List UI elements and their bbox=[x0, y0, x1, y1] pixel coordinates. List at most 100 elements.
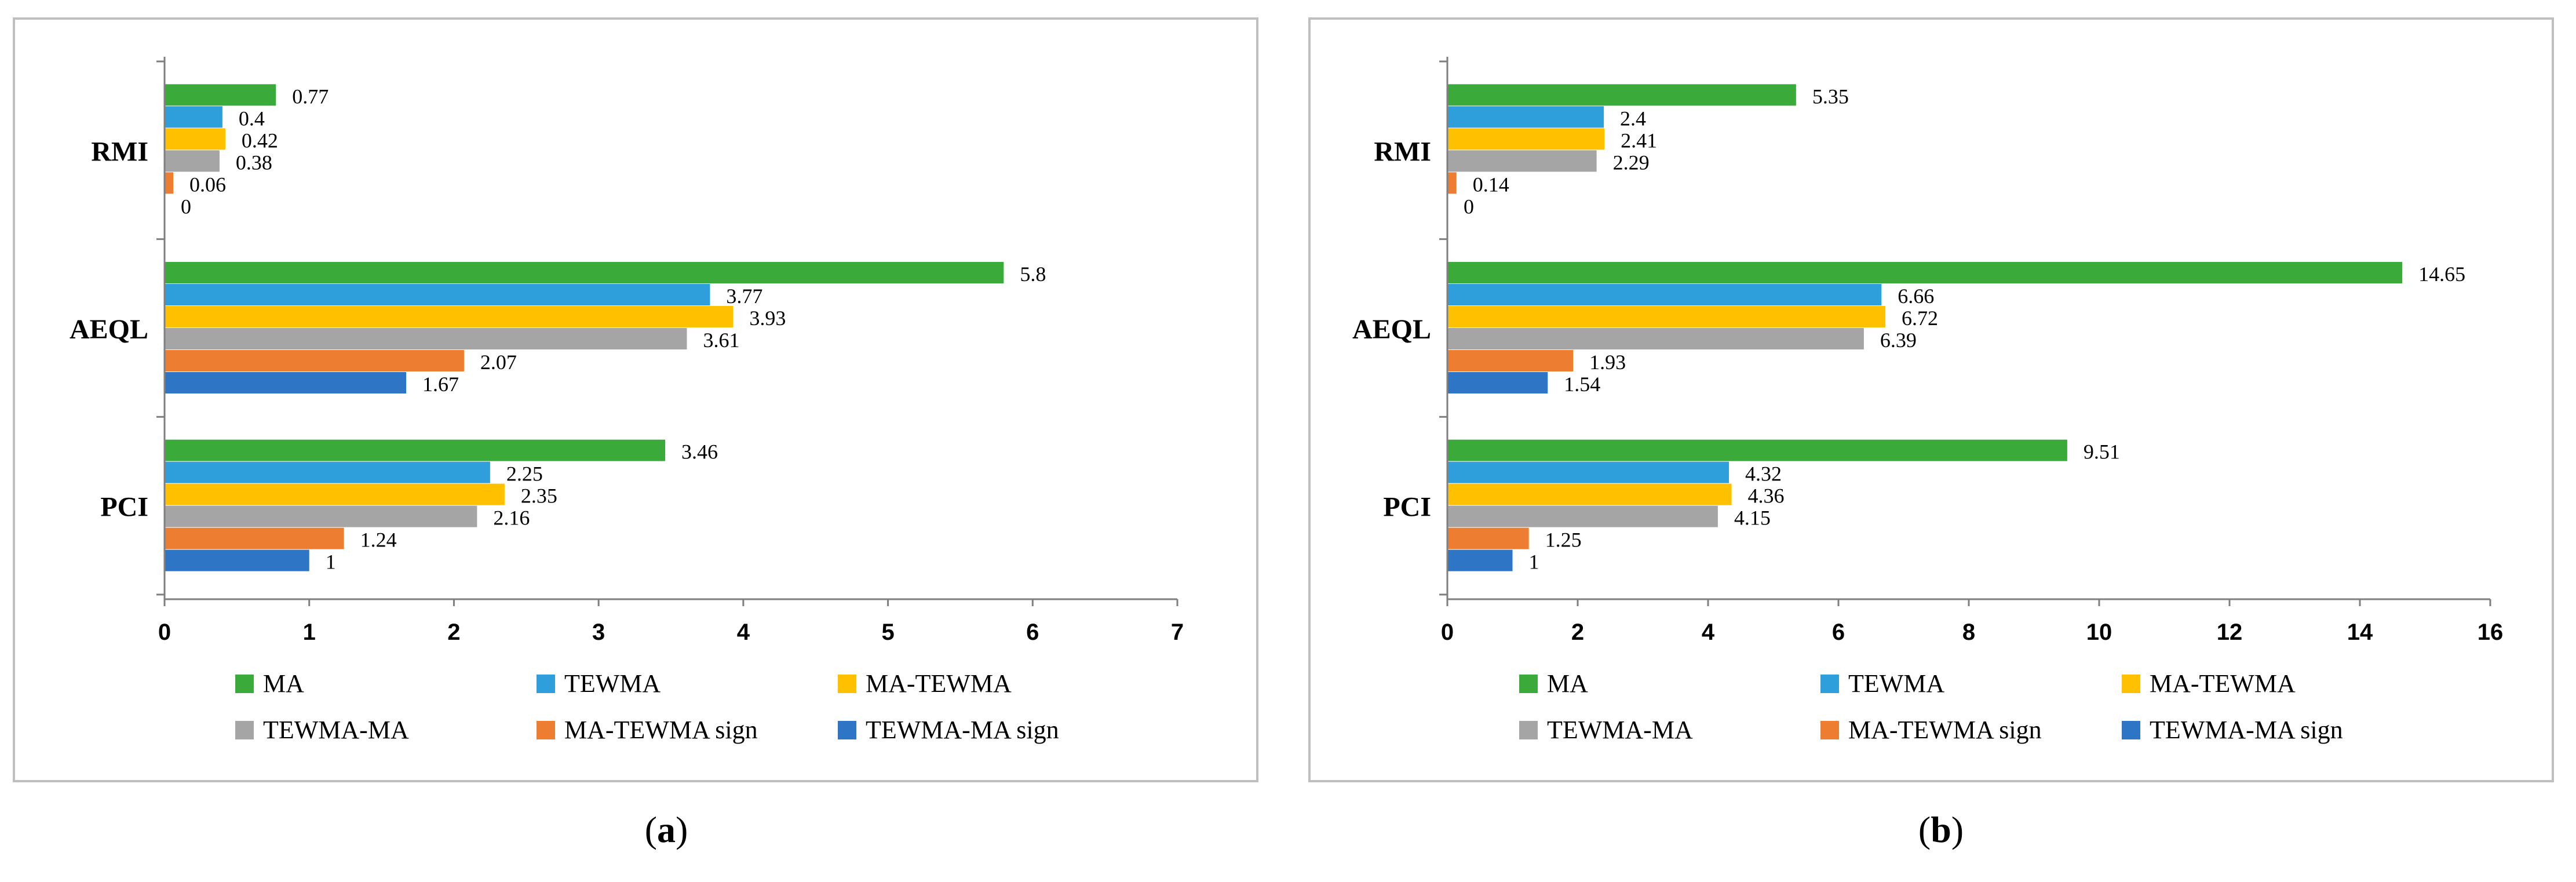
bar-chart-a: 0.770.40.420.380.060RMI5.83.773.933.612.… bbox=[70, 57, 1184, 744]
value-label: 5.35 bbox=[1812, 85, 1849, 108]
x-tick-label: 2 bbox=[1571, 619, 1584, 645]
bar-aeql-tewma bbox=[1447, 284, 1882, 305]
bar-pci-tewma bbox=[1447, 461, 1729, 483]
value-label: 3.93 bbox=[749, 307, 786, 330]
bar-pci-ma bbox=[1447, 439, 2067, 461]
x-tick-label: 2 bbox=[447, 619, 460, 645]
value-label: 3.46 bbox=[681, 440, 718, 464]
bar-rmi-tewma-ma bbox=[165, 150, 220, 172]
x-tick-label: 16 bbox=[2478, 619, 2504, 645]
bar-pci-ma-tewma bbox=[1447, 483, 1732, 505]
legend-label: MA bbox=[1547, 669, 1588, 698]
bar-aeql-ma-tewma bbox=[1447, 306, 1885, 327]
value-label: 3.77 bbox=[726, 285, 762, 308]
x-tick-label: 4 bbox=[737, 619, 750, 645]
bar-aeql-ma-tewma-sign bbox=[165, 350, 464, 371]
legend-swatch-tewma-ma-sign bbox=[2122, 721, 2140, 739]
bar-rmi-ma-tewma bbox=[1447, 128, 1605, 150]
bar-aeql-ma bbox=[1447, 262, 2403, 283]
x-tick-label: 6 bbox=[1026, 619, 1039, 645]
value-label: 6.39 bbox=[1880, 329, 1917, 352]
x-tick-label: 0 bbox=[158, 619, 171, 645]
bar-pci-tewma-ma bbox=[1447, 505, 1718, 527]
legend-label: TEWMA-MA sign bbox=[866, 716, 1059, 744]
x-tick-label: 10 bbox=[2086, 619, 2112, 645]
value-label: 2.25 bbox=[506, 462, 543, 486]
x-tick-label: 12 bbox=[2217, 619, 2243, 645]
bar-rmi-ma bbox=[1447, 84, 1796, 106]
value-label: 2.16 bbox=[493, 506, 530, 530]
chart-panel-a: 0.77 0.4 0.42 0.38 0.06 0 RMI 5.8 3.77 3.93 3.61 2.… bbox=[13, 17, 1258, 782]
value-label: 3.61 bbox=[703, 329, 739, 352]
value-label: 6.72 bbox=[1902, 307, 1938, 330]
value-label: 5.8 bbox=[1020, 263, 1046, 286]
caption-b: (b) bbox=[1918, 809, 1964, 850]
bar-pci-ma-tewma-sign bbox=[165, 527, 344, 549]
value-label: 2.07 bbox=[480, 351, 517, 374]
bar-pci-tewma-ma-sign bbox=[165, 549, 309, 571]
category-label-pci: PCI bbox=[1383, 492, 1431, 523]
category-label-rmi: RMI bbox=[1374, 136, 1431, 167]
legend-label: TEWMA-MA sign bbox=[2150, 716, 2343, 744]
value-label: 0 bbox=[181, 195, 191, 218]
bar-pci-ma bbox=[165, 439, 666, 461]
bar-rmi-ma bbox=[165, 84, 276, 106]
value-label: 0.38 bbox=[236, 151, 272, 174]
x-tick-label: 5 bbox=[881, 619, 894, 645]
bar-pci-tewma-ma bbox=[165, 505, 477, 527]
bar-pci-tewma bbox=[165, 461, 490, 483]
legend-swatch-tewma bbox=[1820, 675, 1839, 693]
x-tick-label: 4 bbox=[1702, 619, 1715, 645]
legend-label: TEWMA bbox=[564, 669, 661, 698]
value-label: 6.66 bbox=[1898, 285, 1934, 308]
value-label: 1.93 bbox=[1589, 351, 1626, 374]
value-label: 0.4 bbox=[239, 107, 265, 130]
category-label-pci: PCI bbox=[100, 492, 148, 523]
legend-swatch-tewma-ma-sign bbox=[838, 721, 856, 739]
value-label: 2.41 bbox=[1621, 129, 1657, 152]
value-label: 4.15 bbox=[1734, 506, 1771, 530]
value-label: 2.35 bbox=[521, 484, 557, 508]
bar-rmi-ma-tewma-sign bbox=[165, 172, 173, 194]
value-label: 2.4 bbox=[1620, 107, 1646, 130]
x-tick-label: 14 bbox=[2347, 619, 2373, 645]
category-label-aeql: AEQL bbox=[70, 314, 148, 345]
bar-rmi-tewma bbox=[165, 106, 222, 128]
bar-rmi-ma-tewma-sign bbox=[1447, 172, 1457, 194]
value-label: 0.42 bbox=[242, 129, 278, 152]
value-label: 2.29 bbox=[1613, 151, 1650, 174]
legend-swatch-ma-tewma bbox=[838, 675, 856, 693]
bar-aeql-tewma-ma bbox=[1447, 328, 1864, 349]
x-tick-label: 3 bbox=[592, 619, 605, 645]
value-label: 0.06 bbox=[189, 173, 226, 196]
legend-label: MA-TEWMA sign bbox=[564, 716, 758, 744]
bar-aeql-tewma-ma-sign bbox=[165, 372, 407, 393]
caption-a-label: a bbox=[657, 809, 676, 850]
category-label-aeql: AEQL bbox=[1352, 314, 1431, 345]
bar-aeql-ma-tewma-sign bbox=[1447, 350, 1574, 371]
value-label: 0.14 bbox=[1473, 173, 1509, 196]
value-label: 1 bbox=[1529, 551, 1539, 574]
legend-swatch-ma-tewma-sign bbox=[537, 721, 555, 739]
legend-label: TEWMA-MA bbox=[1547, 716, 1693, 744]
value-label: 14.65 bbox=[2418, 263, 2465, 286]
caption-a: (a) bbox=[644, 809, 688, 850]
legend-swatch-ma bbox=[235, 675, 254, 693]
bar-pci-tewma-ma-sign bbox=[1447, 549, 1513, 571]
legend-label: MA-TEWMA sign bbox=[1848, 716, 2042, 744]
legend-swatch-tewma bbox=[537, 675, 555, 693]
bar-aeql-tewma-ma bbox=[165, 328, 687, 349]
bar-chart-b: 5.352.42.412.290.140RMI14.656.666.726.39… bbox=[1352, 57, 2504, 744]
bar-aeql-tewma bbox=[165, 284, 710, 305]
legend-label: MA-TEWMA bbox=[2150, 669, 2296, 698]
bar-pci-ma-tewma bbox=[165, 483, 505, 505]
caption-b-label: b bbox=[1931, 809, 1951, 850]
x-tick-label: 7 bbox=[1171, 619, 1184, 645]
x-tick-label: 6 bbox=[1832, 619, 1845, 645]
legend-label: MA-TEWMA bbox=[866, 669, 1012, 698]
legend-label: TEWMA bbox=[1848, 669, 1944, 698]
bar-rmi-tewma bbox=[1447, 106, 1604, 128]
legend-swatch-ma-tewma-sign bbox=[1820, 721, 1839, 739]
bar-rmi-tewma-ma bbox=[1447, 150, 1597, 172]
chart-panel-b: 5.35 2.4 2.41 2.29 0.14 0 RMI 14.65 6.66 6.72 6.39… bbox=[1308, 17, 2554, 782]
